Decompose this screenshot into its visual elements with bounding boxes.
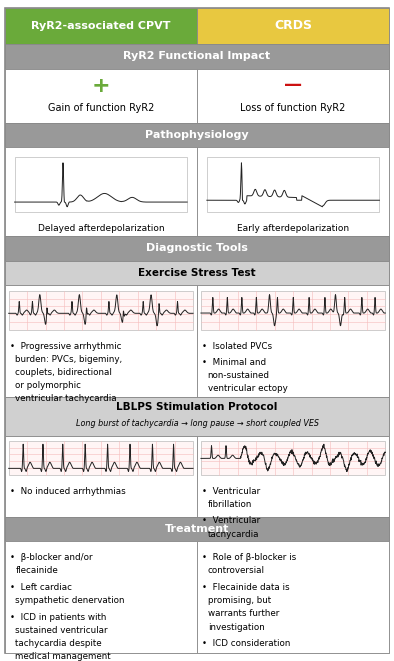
- Text: +: +: [91, 76, 110, 96]
- Text: Diagnostic Tools: Diagnostic Tools: [146, 243, 248, 253]
- FancyBboxPatch shape: [201, 441, 385, 475]
- Text: tachycardia despite: tachycardia despite: [15, 639, 102, 648]
- FancyBboxPatch shape: [5, 69, 197, 123]
- FancyBboxPatch shape: [5, 44, 389, 69]
- FancyBboxPatch shape: [5, 8, 389, 653]
- FancyBboxPatch shape: [15, 157, 187, 212]
- Text: RyR2-associated CPVT: RyR2-associated CPVT: [31, 21, 171, 31]
- Text: •  Flecainide data is: • Flecainide data is: [202, 583, 290, 592]
- Text: Exercise Stress Test: Exercise Stress Test: [138, 268, 256, 278]
- Text: fibrillation: fibrillation: [208, 500, 252, 509]
- FancyBboxPatch shape: [197, 436, 389, 516]
- Text: •  Isolated PVCs: • Isolated PVCs: [202, 342, 272, 350]
- Text: sustained ventricular: sustained ventricular: [15, 626, 108, 635]
- Text: Delayed afterdepolarization: Delayed afterdepolarization: [37, 223, 164, 233]
- FancyBboxPatch shape: [9, 291, 193, 330]
- Text: LBLPS Stimulation Protocol: LBLPS Stimulation Protocol: [116, 403, 278, 412]
- Text: •  Ventricular: • Ventricular: [202, 516, 260, 525]
- FancyBboxPatch shape: [9, 441, 193, 475]
- FancyBboxPatch shape: [5, 123, 389, 147]
- FancyBboxPatch shape: [5, 147, 197, 236]
- Text: medical management: medical management: [15, 652, 111, 661]
- FancyBboxPatch shape: [5, 260, 389, 286]
- FancyBboxPatch shape: [197, 286, 389, 397]
- Text: •  ICD in patients with: • ICD in patients with: [10, 613, 106, 622]
- Text: sympathetic denervation: sympathetic denervation: [15, 596, 125, 605]
- Text: Early afterdepolarization: Early afterdepolarization: [237, 223, 349, 233]
- Text: •  Role of β-blocker is: • Role of β-blocker is: [202, 553, 296, 563]
- Text: tachycardia: tachycardia: [208, 529, 259, 539]
- FancyBboxPatch shape: [197, 69, 389, 123]
- Text: CRDS: CRDS: [274, 19, 312, 32]
- FancyBboxPatch shape: [5, 397, 389, 436]
- Text: •  β-blocker and/or: • β-blocker and/or: [10, 553, 93, 563]
- FancyBboxPatch shape: [197, 8, 389, 44]
- Text: Treatment: Treatment: [165, 524, 229, 534]
- Text: Gain of function RyR2: Gain of function RyR2: [48, 102, 154, 112]
- FancyBboxPatch shape: [197, 147, 389, 236]
- Text: •  Ventricular: • Ventricular: [202, 486, 260, 496]
- Text: controversial: controversial: [208, 566, 265, 576]
- Text: •  Left cardiac: • Left cardiac: [10, 583, 72, 592]
- FancyBboxPatch shape: [5, 541, 197, 653]
- Text: ventricular ectopy: ventricular ectopy: [208, 385, 287, 393]
- Text: •  Minimal and: • Minimal and: [202, 358, 266, 367]
- FancyBboxPatch shape: [197, 541, 389, 653]
- Text: —: —: [284, 76, 302, 94]
- Text: non-sustained: non-sustained: [208, 371, 269, 380]
- Text: burden: PVCs, bigeminy,: burden: PVCs, bigeminy,: [15, 355, 123, 364]
- Text: •  No induced arrhythmias: • No induced arrhythmias: [10, 486, 126, 496]
- Text: Pathophysiology: Pathophysiology: [145, 130, 249, 140]
- Text: flecainide: flecainide: [15, 566, 58, 576]
- Text: ventricular tachycardia: ventricular tachycardia: [15, 395, 117, 403]
- Text: •  Progressive arrhythmic: • Progressive arrhythmic: [10, 342, 121, 350]
- FancyBboxPatch shape: [201, 291, 385, 330]
- FancyBboxPatch shape: [5, 286, 197, 397]
- Text: or polymorphic: or polymorphic: [15, 381, 82, 390]
- FancyBboxPatch shape: [5, 8, 197, 44]
- Text: Long burst of tachycardia → long pause → short coupled VES: Long burst of tachycardia → long pause →…: [76, 418, 318, 428]
- FancyBboxPatch shape: [207, 157, 379, 212]
- Text: •  ICD consideration: • ICD consideration: [202, 639, 290, 648]
- FancyBboxPatch shape: [5, 516, 389, 541]
- Text: couplets, bidirectional: couplets, bidirectional: [15, 368, 112, 377]
- FancyBboxPatch shape: [5, 436, 197, 516]
- Text: warrants further: warrants further: [208, 609, 279, 619]
- FancyBboxPatch shape: [5, 236, 389, 260]
- Text: Loss of function RyR2: Loss of function RyR2: [240, 102, 346, 112]
- Text: promising, but: promising, but: [208, 596, 271, 605]
- Text: investigation: investigation: [208, 623, 264, 632]
- Text: RyR2 Functional Impact: RyR2 Functional Impact: [123, 52, 271, 61]
